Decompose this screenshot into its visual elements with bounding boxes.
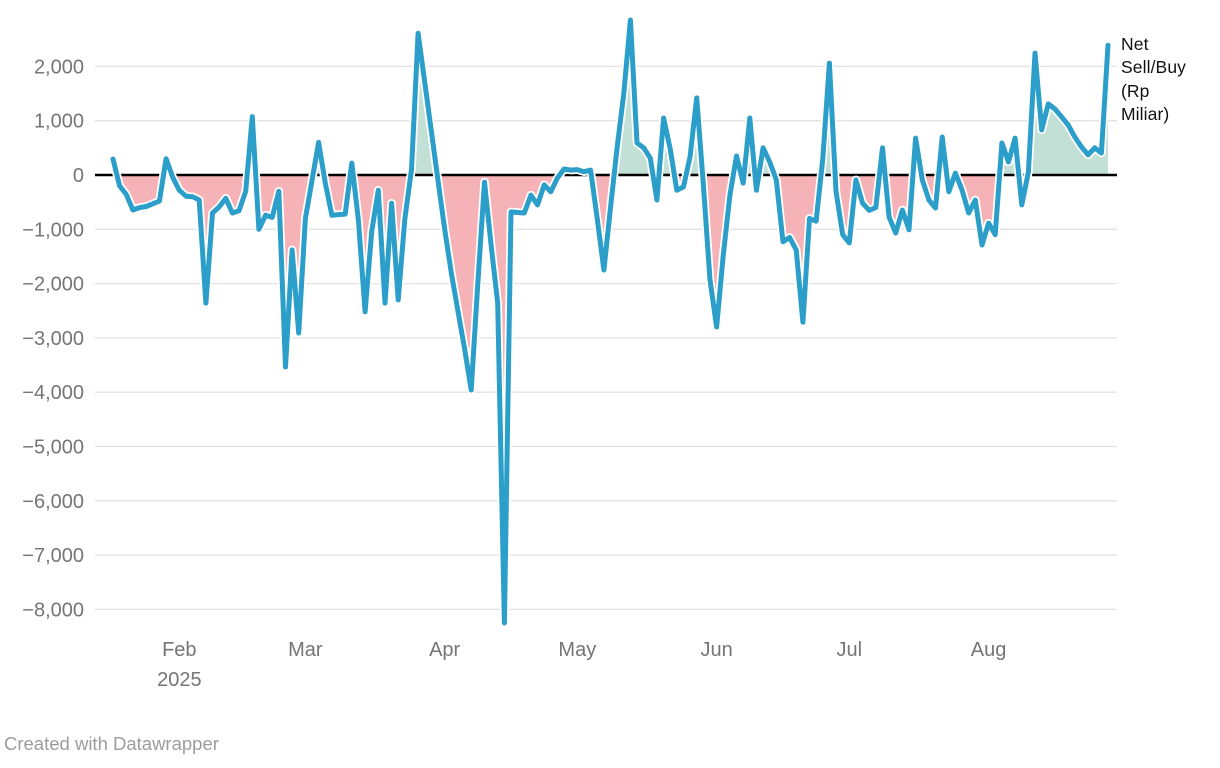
y-axis-label: −6,000 <box>22 491 84 513</box>
y-axis-label: 1,000 <box>34 111 84 133</box>
y-axis-label: 2,000 <box>34 56 84 78</box>
x-axis-label: Aug <box>971 639 1007 661</box>
x-axis-label: Feb <box>162 639 196 661</box>
datawrapper-attribution: Created with Datawrapper <box>4 733 219 754</box>
y-axis-label: 0 <box>73 165 84 187</box>
y-axis-label: −7,000 <box>22 545 84 567</box>
legend-line-4: Miliar) <box>1121 103 1170 124</box>
series-legend-label: Net Sell/Buy (Rp Miliar) <box>1121 33 1215 126</box>
legend-line-3: (Rp <box>1121 80 1150 101</box>
legend-line-2: Sell/Buy <box>1121 57 1186 78</box>
x-axis-label: Mar <box>288 639 323 661</box>
x-axis-label: May <box>558 639 596 661</box>
x-axis-label: Apr <box>429 639 460 661</box>
y-axis-label: −5,000 <box>22 437 84 459</box>
legend-line-1: Net <box>1121 34 1149 54</box>
y-axis-label: −2,000 <box>22 274 84 296</box>
y-axis-label: −1,000 <box>22 219 84 241</box>
y-axis-label: −8,000 <box>22 599 84 621</box>
x-axis-year-label: 2025 <box>157 669 202 691</box>
x-axis-label: Jul <box>837 639 863 661</box>
x-axis-label: Jun <box>701 639 733 661</box>
series-line <box>110 17 1111 626</box>
y-axis-label: −3,000 <box>22 328 84 350</box>
y-axis-label: −4,000 <box>22 382 84 404</box>
series-line-halo <box>108 15 1113 628</box>
positive-area-fill <box>113 20 1108 175</box>
negative-area-fill <box>113 175 1108 623</box>
